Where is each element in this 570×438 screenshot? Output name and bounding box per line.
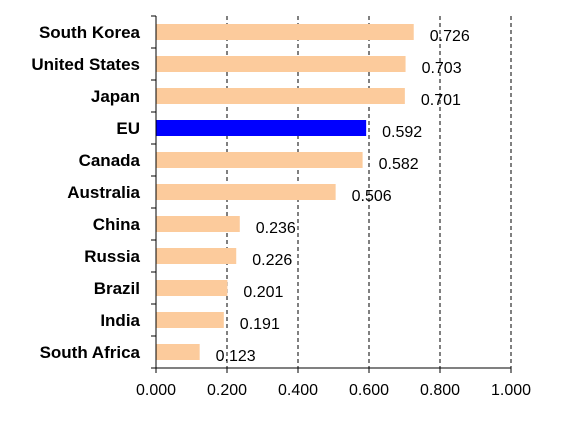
category-label: China: [93, 215, 141, 234]
bar: [156, 152, 363, 168]
data-label: 0.506: [352, 188, 392, 205]
bar: [156, 88, 405, 104]
category-label: Australia: [67, 183, 140, 202]
data-label: 0.123: [216, 348, 256, 365]
bar: [156, 280, 228, 296]
x-tick-label: 0.600: [349, 382, 389, 399]
bar: [156, 216, 240, 232]
data-label: 0.703: [422, 60, 462, 77]
bar: [156, 120, 367, 136]
data-label: 0.191: [240, 316, 280, 333]
category-label: South Africa: [40, 343, 141, 362]
x-tick-label: 0.000: [136, 382, 176, 399]
x-tick-label: 1.000: [491, 382, 531, 399]
category-label: Russia: [84, 247, 140, 266]
bar: [156, 312, 224, 328]
bar: [156, 344, 200, 360]
data-label: 0.701: [421, 92, 461, 109]
category-label: EU: [116, 119, 140, 138]
data-label: 0.201: [243, 284, 283, 301]
bar: [156, 24, 414, 40]
data-label: 0.236: [256, 220, 296, 237]
category-label: United States: [31, 55, 140, 74]
category-label: Japan: [91, 87, 140, 106]
bar: [156, 248, 237, 264]
category-label: Brazil: [94, 279, 140, 298]
category-label: Canada: [79, 151, 141, 170]
category-label: India: [100, 311, 140, 330]
x-tick-label: 0.400: [278, 382, 318, 399]
x-tick-label: 0.800: [420, 382, 460, 399]
bar: [156, 56, 406, 72]
x-tick-label: 0.200: [207, 382, 247, 399]
category-label: South Korea: [39, 23, 141, 42]
bar: [156, 184, 336, 200]
data-label: 0.226: [252, 252, 292, 269]
data-label: 0.592: [382, 124, 422, 141]
data-label: 0.726: [430, 28, 470, 45]
data-label: 0.582: [379, 156, 419, 173]
